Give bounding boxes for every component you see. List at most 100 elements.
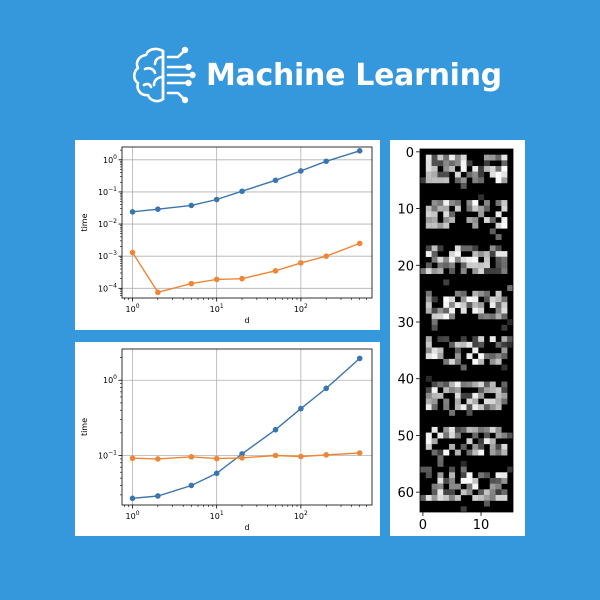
heatmap-cell <box>495 256 502 263</box>
heatmap-cell <box>443 477 450 484</box>
series-1-point <box>323 452 330 458</box>
heatmap-cell <box>460 268 467 274</box>
series-1-line <box>131 242 360 294</box>
heatmap-cell <box>489 171 496 178</box>
heatmap-cell <box>472 426 479 433</box>
heatmap-cell <box>443 398 450 405</box>
heatmap-cell <box>495 166 502 172</box>
heatmap-cells <box>420 154 514 513</box>
heatmap-cell <box>483 489 490 496</box>
heatmap-cell <box>495 251 502 257</box>
heatmap-cell <box>437 483 444 490</box>
series-1-point <box>272 268 279 274</box>
brand-title: Machine Learning <box>206 57 502 93</box>
heatmap-cell <box>431 313 438 320</box>
x-tick-label: 100 <box>126 510 140 521</box>
heatmap-cell <box>431 438 438 445</box>
y-axis-label: time <box>80 418 89 436</box>
x-tick-label: 101 <box>210 510 224 521</box>
heatmap-cell <box>425 375 432 382</box>
heatmap-cell <box>460 443 467 450</box>
heatmap-cell <box>454 302 461 309</box>
heatmap-cell <box>489 154 496 161</box>
heatmap-cell <box>449 268 456 274</box>
series-0-point <box>272 177 279 184</box>
series-0 <box>129 148 363 215</box>
heatmap-cell <box>466 200 473 206</box>
series-1-point <box>298 260 304 266</box>
heatmap-cell <box>454 205 461 212</box>
heatmap-cell <box>472 245 479 252</box>
heatmap-cell <box>483 500 490 507</box>
heatmap-cell <box>443 296 450 303</box>
heatmap-cell <box>437 460 444 467</box>
heatmap-cell <box>431 381 438 388</box>
heatmap-cell <box>472 477 479 484</box>
heatmap-y-tick-label: 60 <box>397 486 414 501</box>
heatmap-cell <box>495 302 502 309</box>
series-1-point <box>188 280 195 287</box>
heatmap-cell <box>437 336 444 343</box>
heatmap-cell <box>483 256 490 263</box>
heatmap-cell <box>483 387 490 394</box>
heatmap-cell <box>454 426 461 433</box>
heatmap-cell <box>460 302 467 309</box>
heatmap-cell <box>425 347 432 354</box>
heatmap-cell <box>478 341 485 348</box>
heatmap-cell <box>501 222 508 229</box>
heatmap-cell <box>478 472 485 479</box>
heatmap-cell <box>460 392 467 399</box>
heatmap-cell <box>431 489 438 496</box>
heatmap-cell <box>478 171 485 178</box>
heatmap-cell <box>460 472 467 479</box>
heatmap-cell <box>495 154 502 161</box>
heatmap-cell <box>495 341 502 348</box>
heatmap-cell <box>472 307 479 314</box>
heatmap-cell <box>425 205 432 212</box>
heatmap-cell <box>443 166 450 172</box>
heatmap-cell <box>478 336 485 343</box>
heatmap-cell <box>431 205 438 212</box>
heatmap-cell <box>495 234 502 240</box>
heatmap-cell <box>425 387 432 394</box>
heatmap-cell <box>449 426 456 433</box>
heatmap-cell <box>478 194 485 201</box>
heatmap-cell <box>449 296 456 303</box>
series-1-point <box>155 289 161 296</box>
heatmap-cell <box>449 341 456 348</box>
heatmap-cell <box>431 245 438 252</box>
heatmap-cell <box>437 392 444 399</box>
series-0-point <box>129 209 136 215</box>
heatmap-cell <box>478 290 485 297</box>
heatmap-cell <box>501 449 508 456</box>
heatmap-tick-labels: 0 10 20 30 40 50 60 0 10 <box>397 146 489 533</box>
series-0-point <box>213 470 220 477</box>
heatmap-cell <box>454 290 461 297</box>
heatmap-cell <box>437 262 444 269</box>
heatmap-cell <box>443 313 450 320</box>
heatmap-cell <box>437 353 444 360</box>
heatmap-cell <box>501 324 508 331</box>
heatmap-cell <box>478 177 485 184</box>
heatmap-y-tick-label: 40 <box>397 373 414 388</box>
heatmap-cell <box>501 489 508 496</box>
heatmap-cell <box>501 398 508 405</box>
x-tick-label: 102 <box>294 510 308 521</box>
heatmap-cell <box>454 154 461 161</box>
heatmap-cell <box>466 341 473 348</box>
heatmap-cell <box>431 324 438 331</box>
heatmap-cell <box>501 494 508 501</box>
heatmap-cell <box>466 409 473 416</box>
heatmap-cell <box>507 341 514 348</box>
heatmap-cell <box>431 426 438 433</box>
heatmap-cell <box>483 154 490 161</box>
heatmap-cell <box>454 494 461 501</box>
heatmap-cell <box>443 256 450 263</box>
heatmap-cell <box>507 432 514 439</box>
heatmap-cell <box>489 313 496 320</box>
heatmap-cell <box>454 387 461 394</box>
heatmap-cell <box>449 477 456 484</box>
heatmap-cell <box>460 245 467 252</box>
heatmap-cell <box>495 313 502 320</box>
heatmap-cell <box>437 245 444 252</box>
